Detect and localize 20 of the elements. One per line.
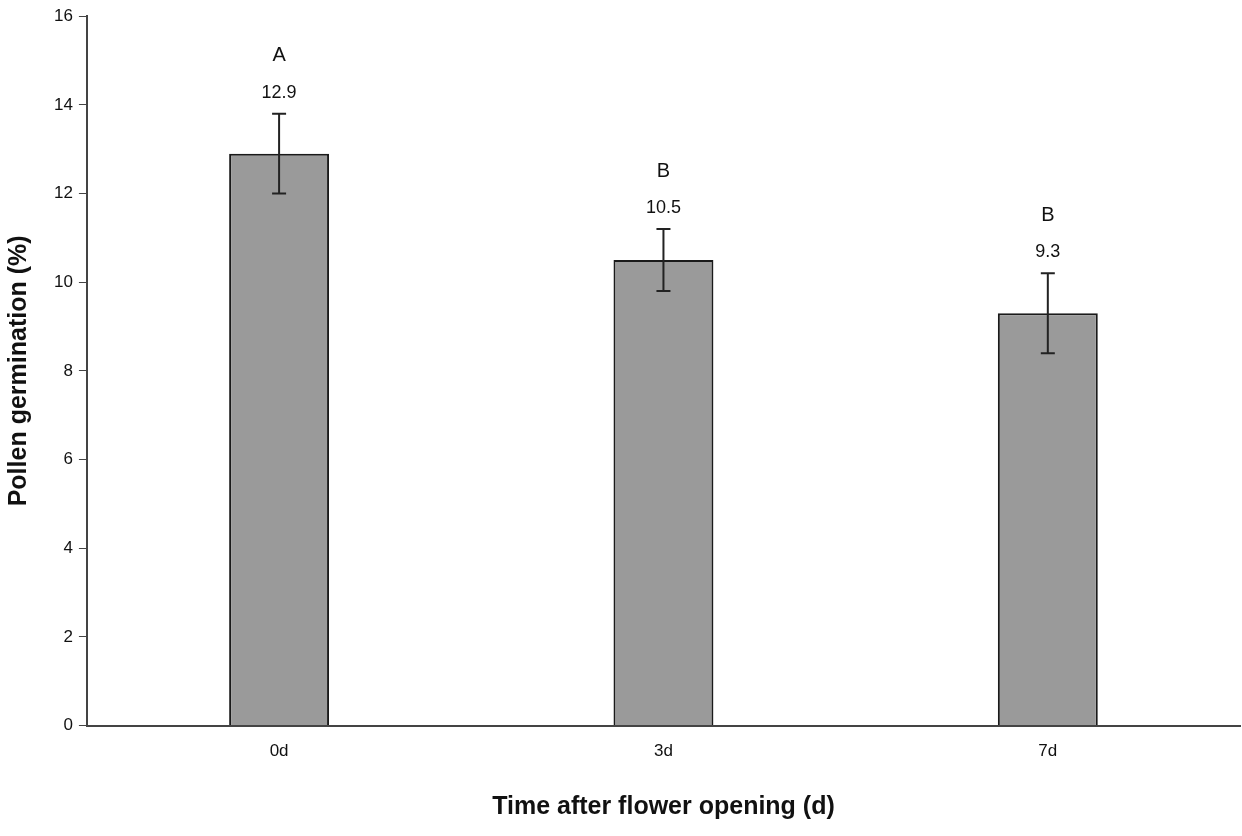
annotation: B xyxy=(1041,202,1055,225)
y-tick-label: 0 xyxy=(63,715,73,735)
data-label: 12.9 xyxy=(261,81,297,102)
x-tick-label: 3d xyxy=(653,741,673,761)
x-tick-label: 7d xyxy=(1038,741,1058,761)
y-tick-label: 14 xyxy=(53,94,73,114)
x-tick-label: 0d xyxy=(269,741,289,761)
y-tick-label: 12 xyxy=(53,183,73,203)
x-axis-title: Time after flower opening (d) xyxy=(492,790,835,819)
y-tick-label: 6 xyxy=(63,449,73,469)
y-tick-label: 8 xyxy=(63,360,73,380)
y-axis-title: Pollen germination (%) xyxy=(2,235,31,507)
annotation: A xyxy=(272,43,287,66)
y-tick-label: 16 xyxy=(53,5,73,25)
data-label: 10.5 xyxy=(645,196,681,217)
y-tick-label: 10 xyxy=(53,271,73,291)
annotation: B xyxy=(656,158,671,181)
data-label: 9.3 xyxy=(1035,241,1061,262)
y-tick-label: 4 xyxy=(63,537,73,557)
y-tick-label: 2 xyxy=(63,626,73,646)
